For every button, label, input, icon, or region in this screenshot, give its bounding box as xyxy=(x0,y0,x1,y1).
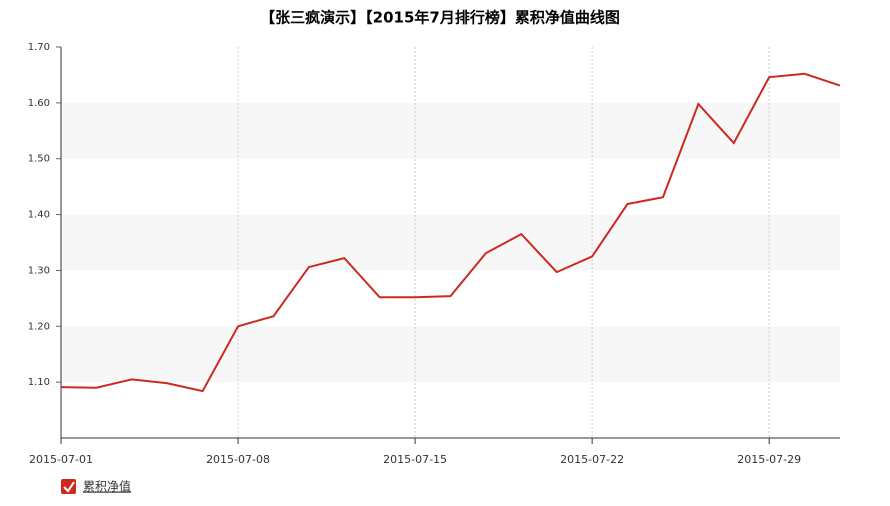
y-tick-label: 1.70 xyxy=(28,42,50,53)
y-tick-label: 1.50 xyxy=(28,154,50,165)
y-tick-label: 1.60 xyxy=(28,98,50,109)
x-tick-label: 2015-07-15 xyxy=(383,453,447,466)
y-tick-label: 1.20 xyxy=(28,321,50,332)
y-tick-label: 1.10 xyxy=(28,377,50,388)
legend-check xyxy=(63,481,75,493)
data-line xyxy=(60,72,841,393)
legend-checkbox[interactable] xyxy=(61,479,76,494)
x-tick-label: 2015-07-29 xyxy=(737,453,801,466)
x-tick-label: 2015-07-01 xyxy=(29,453,93,466)
x-tick-label: 2015-07-08 xyxy=(206,453,270,466)
grid-band xyxy=(61,326,840,383)
y-tick-label: 1.30 xyxy=(28,265,50,276)
grid-band xyxy=(61,214,840,271)
legend-label[interactable]: 累积净值 xyxy=(83,479,131,494)
chart-title: 【张三疯演示】【2015年7月排行榜】累积净值曲线图 xyxy=(260,9,620,27)
legend-item[interactable]: 累积净值 xyxy=(61,479,131,495)
grid-band xyxy=(61,102,840,159)
y-tick-label: 1.40 xyxy=(28,210,50,221)
x-tick-label: 2015-07-22 xyxy=(560,453,624,466)
